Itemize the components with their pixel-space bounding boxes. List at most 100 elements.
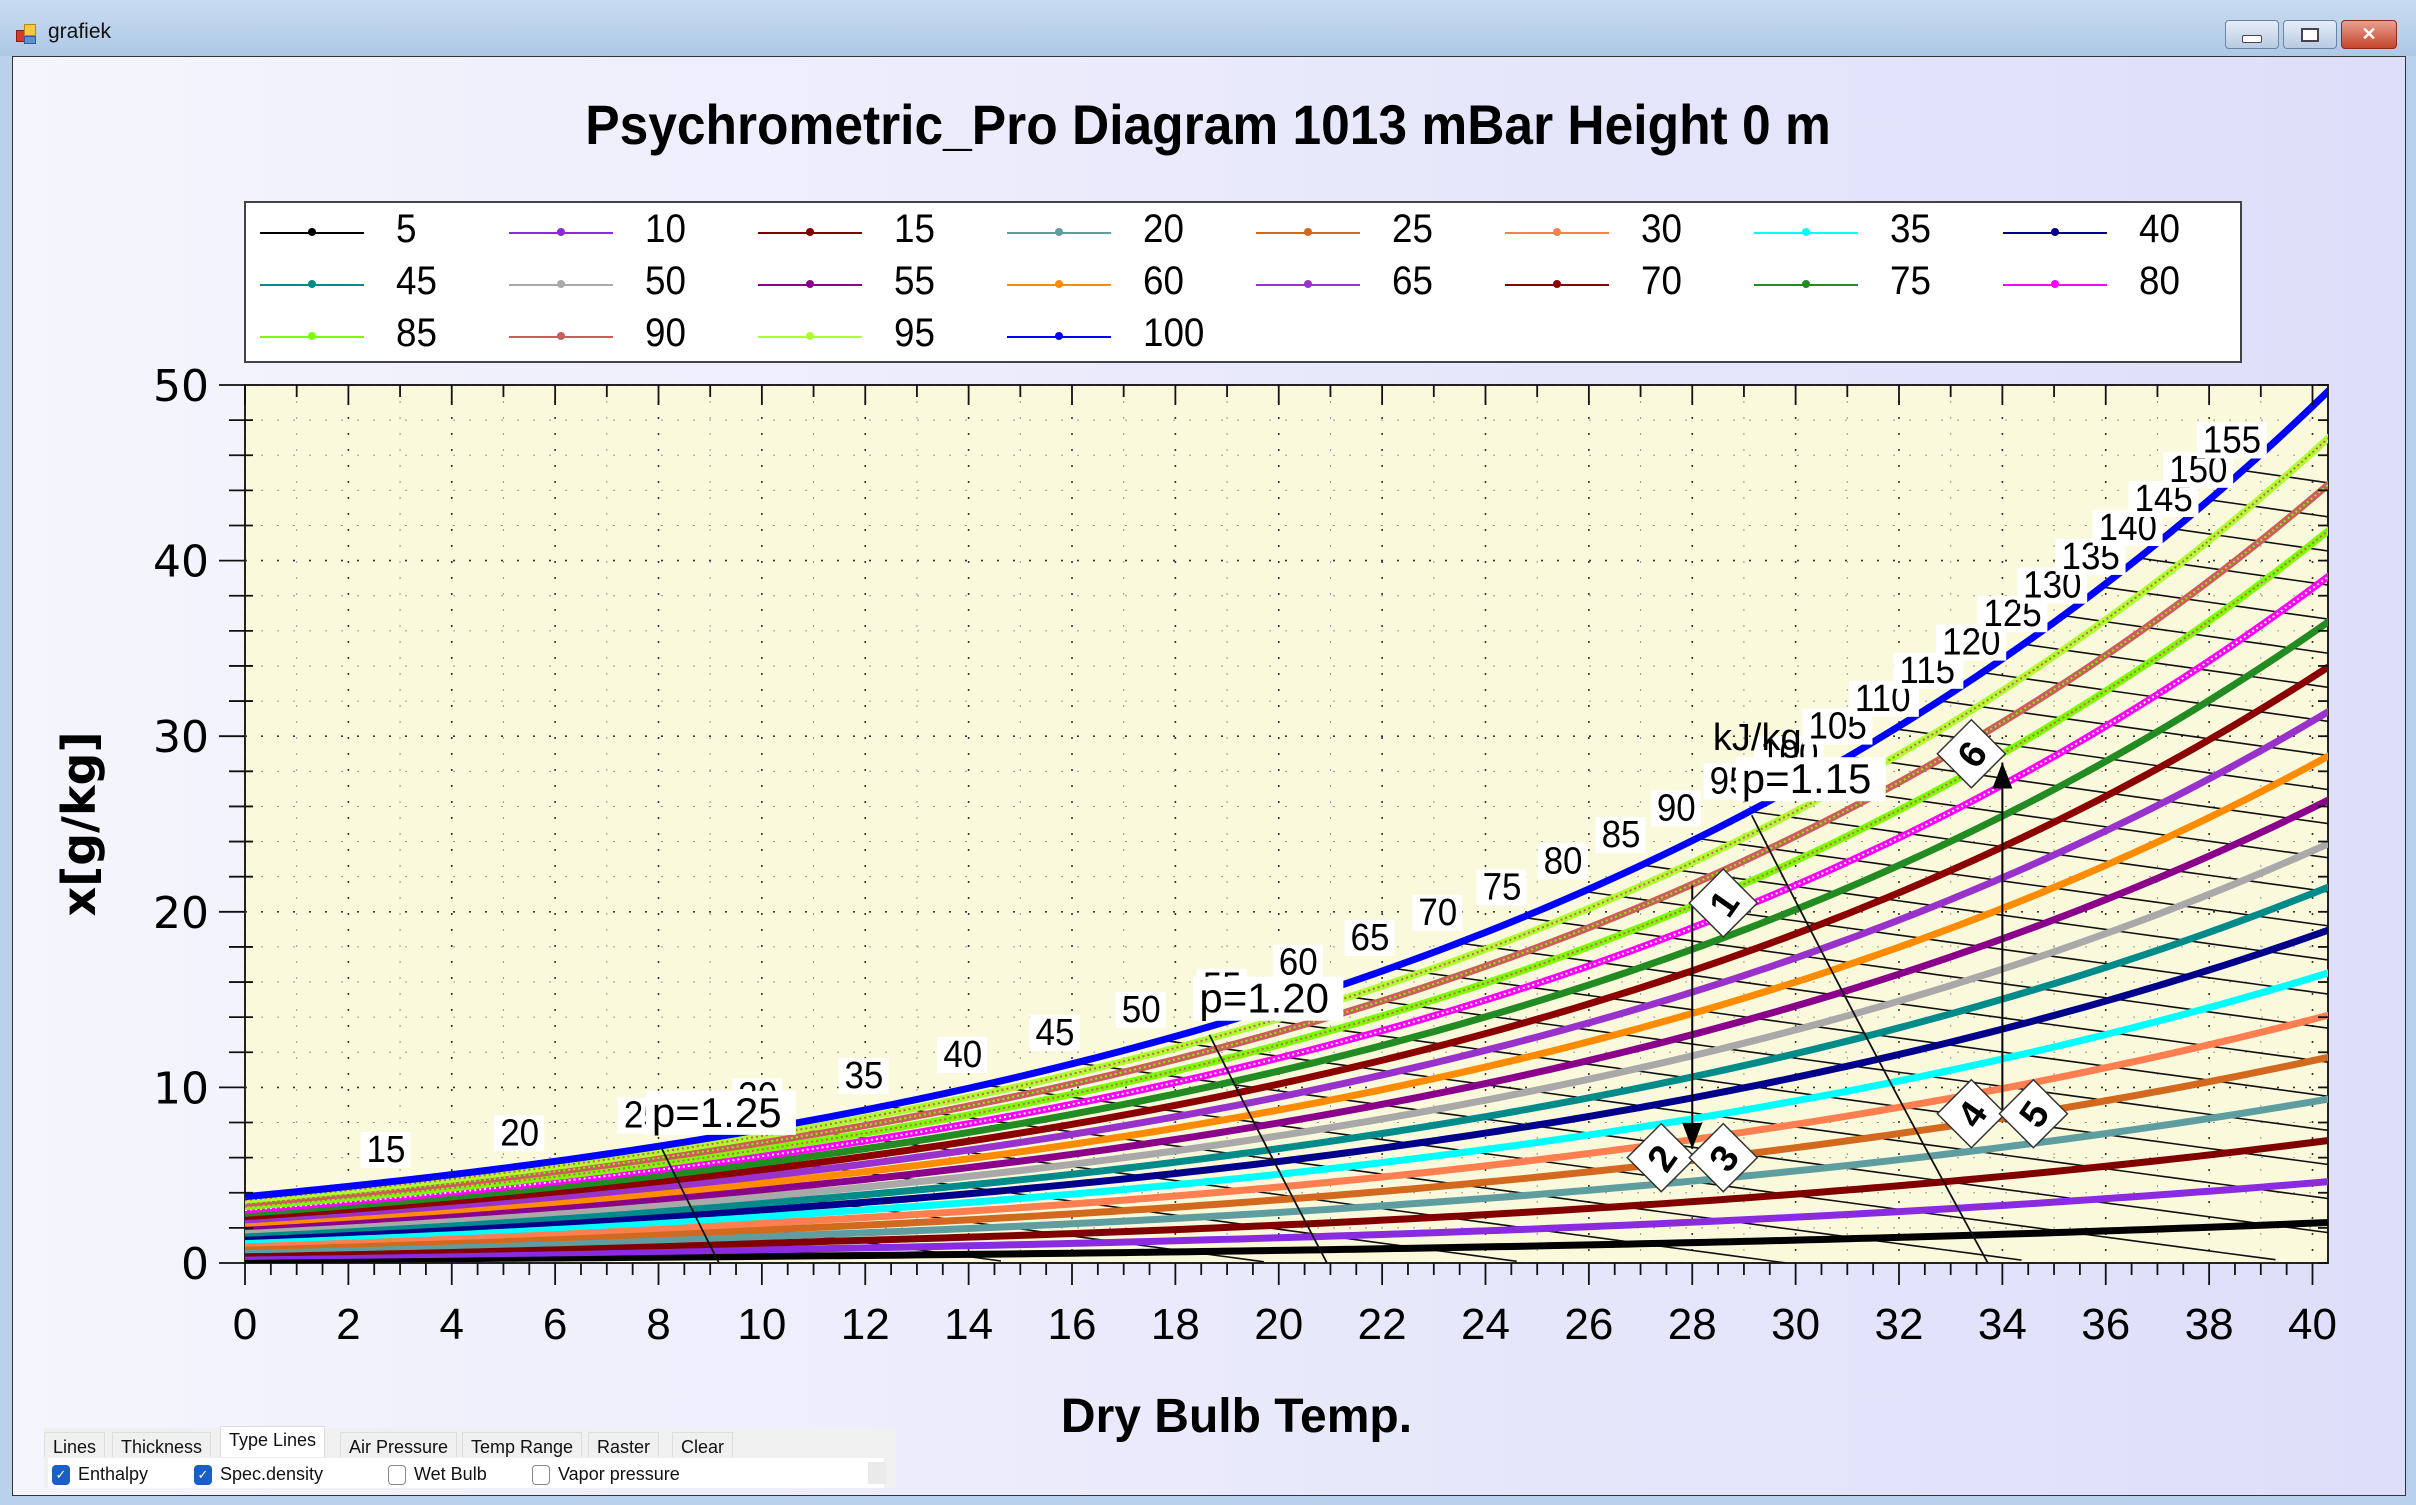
checkbox-enthalpy[interactable]: ✓ Enthalpy [52, 1464, 148, 1485]
legend-marker-icon [557, 332, 565, 340]
y-tick-label: 0 [181, 1239, 209, 1290]
enthalpy-line [1075, 1062, 2328, 1234]
legend-marker-icon [1304, 228, 1312, 236]
tab-clear[interactable]: Clear [672, 1432, 734, 1457]
tab-temp-range[interactable]: Temp Range [462, 1432, 583, 1457]
tab-thickness[interactable]: Thickness [112, 1432, 212, 1457]
enthalpy-label: 20 [500, 1111, 539, 1154]
enthalpy-unit-label: kJ/kg [1713, 717, 1802, 759]
enthalpy-label-bg [1412, 894, 1463, 931]
checkbox-label: Vapor pressure [558, 1464, 680, 1484]
legend-item: 60 [993, 259, 1233, 303]
legend-item: 95 [744, 311, 984, 355]
enthalpy-label-bg [1537, 843, 1588, 880]
legend-label: 60 [1143, 259, 1184, 303]
enthalpy-label: 85 [1602, 813, 1641, 856]
minimize-button[interactable] [2225, 20, 2279, 49]
legend-marker-icon [308, 332, 316, 340]
legend-marker-icon [308, 228, 316, 236]
legend-label: 55 [894, 259, 935, 303]
enthalpy-label: 60 [1279, 940, 1318, 983]
enthalpy-label: 90 [1657, 786, 1696, 829]
density-label-bg [645, 1090, 796, 1135]
density-label-bg [1735, 757, 1886, 802]
rh-curve-10 [245, 1178, 2328, 1260]
enthalpy-line [2138, 557, 2328, 586]
legend-label: 10 [645, 207, 686, 251]
enthalpy-label-bg [937, 1036, 988, 1073]
rh-curve-90-markers [245, 483, 2328, 1205]
x-tick-label: 18 [1151, 1300, 1200, 1349]
legend-item: 100 [993, 311, 1233, 355]
window-title: grafiek [48, 20, 112, 43]
density-label-bg [1193, 976, 1344, 1021]
tab-air-pressure[interactable]: Air Pressure [340, 1432, 458, 1457]
legend-item: 50 [495, 259, 735, 303]
legend-label: 45 [396, 259, 437, 303]
legend-item: 35 [1740, 207, 1980, 251]
checkbox-wet-bulb[interactable]: Wet Bulb [388, 1464, 487, 1485]
enthalpy-line [1894, 728, 2328, 791]
x-tick-label: 6 [543, 1300, 567, 1349]
checkbox-vapor-pressure[interactable]: Vapor pressure [532, 1464, 680, 1485]
close-button[interactable]: ✕ [2341, 20, 2397, 49]
enthalpy-label: 40 [943, 1033, 982, 1076]
legend-item: 70 [1491, 259, 1731, 303]
tab-scroll-placeholder [868, 1462, 886, 1484]
window-titlebar: grafiek ✕ [0, 0, 2416, 56]
legend-marker-icon [806, 280, 814, 288]
legend-label: 15 [894, 207, 935, 251]
legend-marker-icon [1055, 280, 1063, 288]
y-tick-label: 10 [153, 1063, 209, 1114]
checkbox-empty-icon [388, 1464, 406, 1485]
enthalpy-label: 50 [1122, 988, 1161, 1031]
maximize-button[interactable] [2283, 20, 2337, 49]
plot-content [245, 385, 2328, 1263]
checkbox-empty-icon [532, 1464, 550, 1485]
legend-label: 20 [1143, 207, 1184, 251]
rh-curve-70 [245, 662, 2328, 1221]
legend-label: 35 [1890, 207, 1931, 251]
rh-curve-40 [245, 926, 2328, 1241]
enthalpy-line [2242, 469, 2328, 484]
rh-curve-60 [245, 752, 2328, 1227]
rh-curve-35 [245, 969, 2328, 1244]
chart-title: Psychrometric_Pro Diagram 1013 mBar Heig… [585, 93, 1831, 156]
x-tick-label: 22 [1358, 1300, 1407, 1349]
x-tick-label: 36 [2081, 1300, 2130, 1349]
rh-curve-50 [245, 840, 2328, 1234]
tab-type-lines[interactable]: Type Lines [220, 1426, 326, 1457]
x-tick-label: 32 [1875, 1300, 1924, 1349]
density-label: p=1.15 [1742, 755, 1872, 802]
app-icon [16, 24, 36, 44]
tab-raster[interactable]: Raster [588, 1432, 660, 1457]
legend-item: 40 [1989, 207, 2229, 251]
legend-marker-icon [1802, 228, 1810, 236]
x-tick-label: 4 [440, 1300, 464, 1349]
enthalpy-line [1390, 967, 2328, 1098]
legend-marker-icon [557, 228, 565, 236]
rh-curve-95-markers [245, 436, 2328, 1202]
legend-item: 15 [744, 207, 984, 251]
checkbox-label: Wet Bulb [414, 1464, 487, 1484]
enthalpy-line [2023, 643, 2328, 689]
checkbox-label: Spec.density [220, 1464, 324, 1484]
enthalpy-line [1749, 810, 2328, 893]
rh-curve-20 [245, 1095, 2328, 1254]
checkbox-label: Enthalpy [78, 1464, 149, 1484]
legend-marker-icon [557, 280, 565, 288]
y-tick-label: 30 [153, 712, 209, 763]
legend-label: 90 [645, 311, 686, 355]
enthalpy-label-bg [1476, 869, 1527, 906]
process-arrow-head [1682, 1122, 1703, 1149]
x-tick-label: 2 [336, 1300, 360, 1349]
enthalpy-line [2174, 528, 2328, 552]
legend-label: 30 [1641, 207, 1682, 251]
x-tick-label: 30 [1771, 1300, 1820, 1349]
checkbox-spec-density[interactable]: ✓ Spec.density [194, 1464, 323, 1485]
enthalpy-label-bg [494, 1115, 545, 1152]
density-line [1750, 814, 1989, 1263]
enthalpy-label-bg [1595, 817, 1646, 854]
tab-lines[interactable]: Lines [44, 1432, 106, 1457]
enthalpy-label: 45 [1036, 1011, 1075, 1054]
